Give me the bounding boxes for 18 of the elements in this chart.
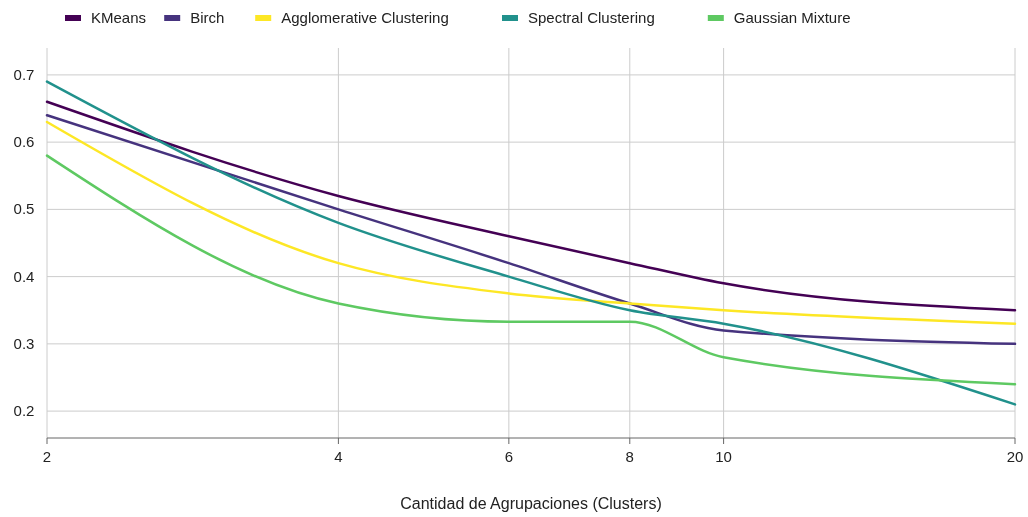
y-tick-label: 0.4 [13, 267, 35, 285]
y-tick-label: 0.5 [13, 200, 35, 218]
y-tick-label: 0.7 [13, 65, 35, 83]
y-tick-label: 0.6 [13, 133, 35, 151]
x-axis-title: Cantidad de Agrupaciones (Clusters) [400, 495, 662, 512]
legend-label: Birch [190, 9, 225, 26]
x-tick-label: 20 [1006, 448, 1024, 465]
legend-label: Gaussian Mixture [733, 9, 851, 26]
x-tick-label: 6 [504, 448, 514, 465]
y-tick-label: 0.3 [13, 334, 35, 352]
legend-label: KMeans [91, 9, 147, 26]
legend-label: Spectral Clustering [528, 9, 655, 26]
x-tick-label: 2 [42, 448, 52, 465]
x-tick-label: 10 [715, 448, 732, 465]
legend-label: Agglomerative Clustering [281, 9, 449, 26]
x-tick-label: 4 [334, 448, 343, 465]
x-tick-label: 8 [625, 448, 634, 465]
y-tick-label: 0.2 [13, 402, 35, 420]
